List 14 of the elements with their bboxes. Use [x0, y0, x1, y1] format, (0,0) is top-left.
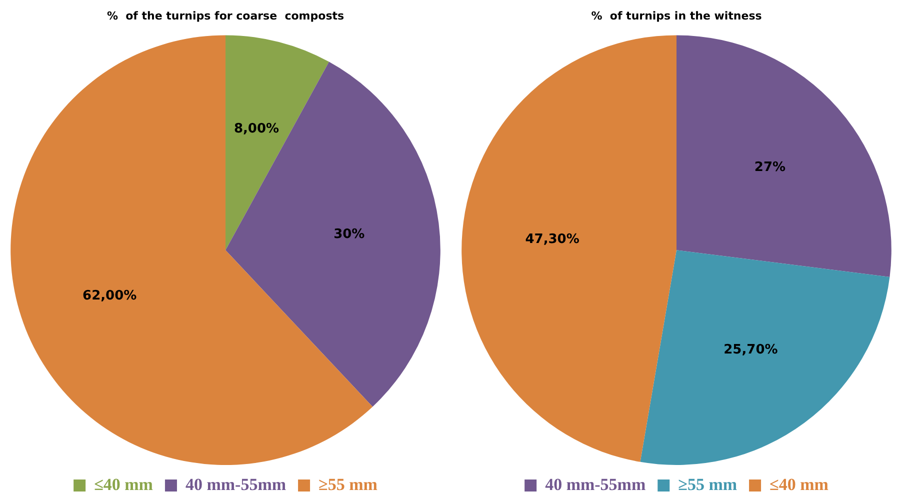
data-label: 27% [754, 160, 786, 176]
data-label: 62,00% [82, 288, 137, 304]
legend-label: 40 mm-55mm [545, 474, 646, 494]
legend-label: ≤40 mm [94, 474, 153, 494]
data-label: 25,70% [724, 342, 778, 358]
data-label: 30% [334, 226, 365, 242]
legend-label: 40 mm-55mm [185, 474, 286, 494]
legend-label: ≥55 mm [678, 474, 738, 494]
data-label: 8,00% [234, 122, 280, 137]
chart-title: % of the turnips for coarse composts [106, 9, 344, 22]
legend-label: ≥55 mm [318, 474, 378, 494]
chart-title: % of turnips in the witness [591, 9, 762, 22]
data-label: 47,30% [525, 232, 580, 247]
legend-label: ≤40 mm [770, 474, 828, 494]
